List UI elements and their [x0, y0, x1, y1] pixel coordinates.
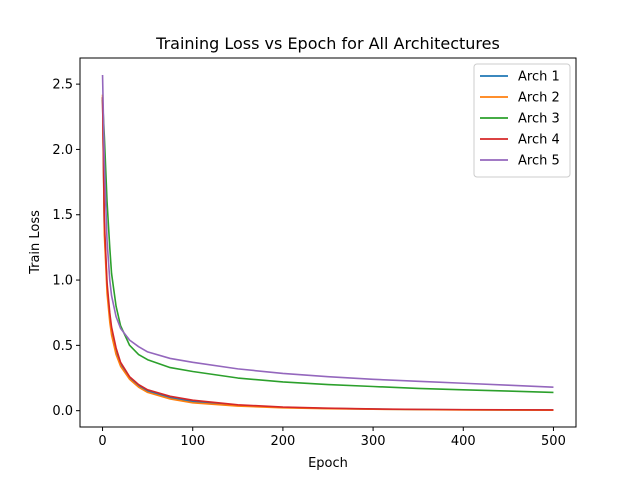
series-line-arch-4	[101, 97, 554, 411]
plot-frame	[79, 57, 577, 428]
y-tick-label: 1.5	[52, 208, 73, 223]
x-tick-label: 100	[180, 434, 205, 449]
y-axis: 0.0 0.5 1.0 1.5 2.0 2.5	[52, 78, 80, 419]
plot-lines	[101, 74, 554, 411]
legend-label: Arch 4	[518, 133, 560, 148]
legend-label: Arch 5	[518, 154, 560, 169]
y-tick-label: 2.5	[52, 78, 73, 93]
legend[interactable]: Arch 1 Arch 2 Arch 3 Arch 4 Arch 5	[473, 63, 571, 178]
series-line-arch-3	[101, 99, 554, 394]
x-axis-label: Epoch	[308, 456, 348, 471]
y-axis-label: Train Loss	[28, 210, 43, 275]
x-tick-label: 0	[98, 434, 106, 449]
legend-label: Arch 1	[518, 70, 560, 85]
y-tick-label: 2.0	[52, 143, 73, 158]
x-tick-label: 400	[451, 434, 476, 449]
x-tick-label: 500	[541, 434, 566, 449]
y-tick-label: 0.0	[52, 404, 73, 419]
x-axis: 0 100 200 300 400 500	[98, 427, 566, 449]
chart-title: Training Loss vs Epoch for All Architect…	[155, 34, 500, 53]
legend-label: Arch 2	[518, 91, 560, 106]
legend-label: Arch 3	[518, 112, 560, 127]
x-tick-label: 300	[361, 434, 386, 449]
legend-box	[473, 63, 571, 178]
x-tick-label: 200	[270, 434, 295, 449]
y-tick-label: 1.0	[52, 274, 73, 289]
series-line-arch-5	[101, 74, 554, 388]
y-tick-label: 0.5	[52, 339, 73, 354]
